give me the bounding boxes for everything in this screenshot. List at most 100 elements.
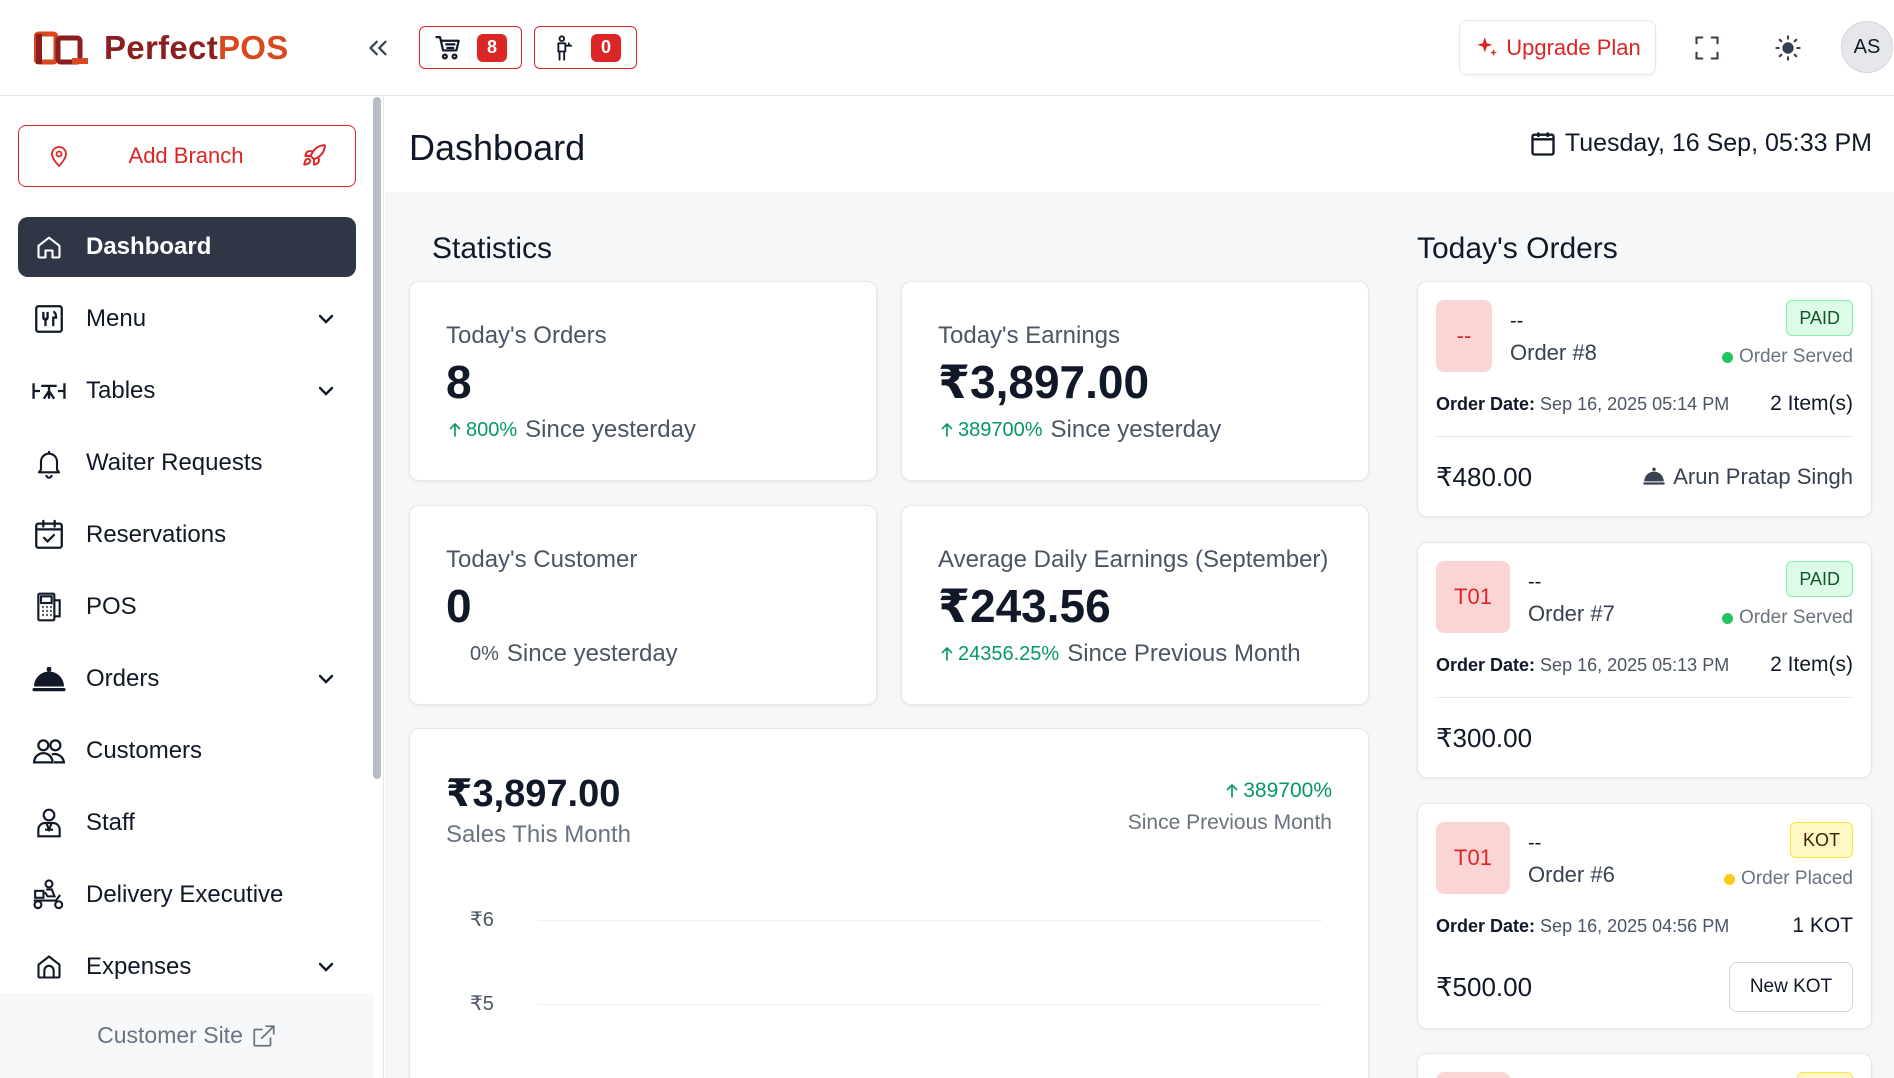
statistics-title: Statistics (432, 232, 553, 265)
stat-card-todays-orders: Today's Orders 8 800% Since yesterday (409, 281, 877, 481)
collapse-sidebar-button[interactable] (360, 30, 396, 66)
waiter-count-badge: 0 (591, 33, 621, 62)
sidebar-item-label: Waiter Requests (86, 449, 263, 476)
stat-card-todays-customer: Today's Customer 0 0% Since yesterday (409, 505, 877, 705)
payment-status-badge: PAID (1786, 300, 1853, 336)
sidebar-item-tables[interactable]: Tables (18, 361, 356, 421)
add-branch-button[interactable]: Add Branch (18, 125, 356, 187)
sidebar-item-expenses[interactable]: Expenses (18, 937, 356, 997)
order-status: Order Placed (1724, 868, 1853, 890)
home-icon (30, 228, 68, 266)
external-link-icon (253, 1024, 275, 1047)
stat-card-average-daily-earnings: Average Daily Earnings (September) ₹243.… (901, 505, 1369, 705)
arrow-up-icon (1226, 783, 1238, 798)
users-icon (30, 732, 68, 770)
stat-delta-percent: 800% (446, 419, 517, 442)
order-waiter: Arun Pratap Singh (1641, 464, 1853, 490)
calendar-icon (1531, 131, 1555, 156)
sidebar-item-delivery-executive[interactable]: Delivery Executive (18, 865, 356, 925)
app-logo[interactable]: PerfectPOS (34, 28, 289, 68)
order-items-count: 1 KOT (1792, 914, 1853, 937)
sidebar: Add Branch Dashboard Menu Tables Waiter … (0, 97, 384, 1078)
chart-grid-line (538, 1004, 1322, 1005)
cart-orders-button[interactable]: 8 (419, 26, 522, 69)
chevrons-left-icon (369, 40, 387, 56)
perfectpos-logo-icon (34, 31, 88, 65)
stat-label: Today's Orders (446, 322, 607, 349)
waiter-icon (557, 34, 573, 61)
order-table-chip: T01 (1436, 561, 1510, 633)
stat-label: Today's Customer (446, 546, 638, 573)
sales-this-month-card: ₹3,897.00 Sales This Month 389700% Since… (409, 728, 1369, 1078)
user-avatar[interactable]: AS (1841, 21, 1893, 73)
divider (1436, 697, 1853, 698)
sales-subtitle: Sales This Month (446, 821, 631, 848)
sidebar-item-reservations[interactable]: Reservations (18, 505, 356, 565)
stat-delta-since: Since yesterday (525, 416, 696, 444)
order-items-count: 2 Item(s) (1770, 392, 1853, 415)
cloche-icon (30, 660, 68, 698)
app-name: PerfectPOS (104, 29, 289, 66)
cart-count-badge: 8 (477, 33, 507, 62)
current-datetime: Tuesday, 16 Sep, 05:33 PM (1529, 129, 1872, 158)
calendar-check-icon (30, 516, 68, 554)
sales-delta-percent: 389700% (1223, 779, 1332, 803)
order-total: ₹480.00 (1436, 462, 1533, 492)
order-customer: -- (1528, 571, 1542, 593)
sales-value: ₹3,897.00 (446, 773, 621, 815)
chart-y-tick: ₹6 (470, 909, 494, 931)
fullscreen-button[interactable] (1689, 30, 1725, 66)
stat-delta: 800% Since yesterday (446, 416, 840, 444)
payment-status-badge: PAID (1786, 561, 1853, 597)
upgrade-plan-button[interactable]: Upgrade Plan (1459, 20, 1656, 75)
waiter-calls-button[interactable]: 0 (534, 26, 637, 69)
theme-toggle-button[interactable] (1770, 30, 1806, 66)
sidebar-item-waiter-requests[interactable]: Waiter Requests (18, 433, 356, 493)
customer-site-label: Customer Site (97, 1022, 243, 1048)
sidebar-item-label: Menu (86, 305, 147, 332)
order-card[interactable]: -- -- Order #8 PAID Order Served Order D… (1417, 281, 1872, 517)
sidebar-item-label: Customers (86, 737, 203, 764)
sun-icon (1775, 35, 1801, 61)
sidebar-item-label: Reservations (86, 521, 227, 548)
staff-icon (30, 804, 68, 842)
stat-value: ₹3,897.00 (938, 356, 1150, 408)
sidebar-item-menu[interactable]: Menu (18, 289, 356, 349)
new-kot-button[interactable]: New KOT (1729, 962, 1853, 1012)
sidebar-item-pos[interactable]: POS (18, 577, 356, 637)
stat-delta: 389700% Since yesterday (938, 416, 1332, 444)
chevron-down-icon (318, 674, 334, 684)
chart-y-tick: ₹5 (470, 993, 494, 1015)
order-card[interactable]: T01 -- Order #6 KOT Order Placed Order D… (1417, 803, 1872, 1029)
stat-delta-percent: 0% (470, 642, 499, 665)
customer-site-link[interactable]: Customer Site (0, 993, 374, 1078)
sidebar-item-dashboard[interactable]: Dashboard (18, 217, 356, 277)
order-status: Order Served (1721, 607, 1853, 629)
order-card[interactable]: T01 -- Order #7 PAID Order Served Order … (1417, 542, 1872, 778)
sales-delta-subtitle: Since Previous Month (1127, 811, 1332, 834)
order-total: ₹500.00 (1436, 972, 1533, 1002)
order-total: ₹300.00 (1436, 723, 1533, 753)
sidebar-item-label: Tables (86, 377, 156, 404)
upgrade-plan-label: Upgrade Plan (1506, 34, 1641, 60)
sidebar-item-staff[interactable]: Staff (18, 793, 356, 853)
order-card[interactable] (1417, 1053, 1872, 1078)
sidebar-item-customers[interactable]: Customers (18, 721, 356, 781)
sidebar-item-label: Staff (86, 809, 135, 836)
status-dot (1724, 873, 1736, 885)
sidebar-item-orders[interactable]: Orders (18, 649, 356, 709)
chevron-down-icon (318, 962, 334, 972)
menu-book-icon (30, 300, 68, 338)
sidebar-scrollbar[interactable] (373, 97, 381, 779)
wallet-icon (30, 948, 68, 986)
chevron-down-icon (318, 314, 334, 324)
order-table-chip (1436, 1072, 1510, 1078)
order-date: Order Date: Sep 16, 2025 04:56 PM (1436, 916, 1730, 936)
fullscreen-icon (1695, 36, 1719, 60)
payment-status-badge (1797, 1072, 1853, 1078)
arrow-up-icon (941, 423, 953, 438)
stat-delta-percent: 389700% (938, 419, 1043, 442)
order-number: Order #7 (1528, 601, 1615, 626)
stat-delta: 0% Since yesterday (446, 640, 840, 668)
datetime-text: Tuesday, 16 Sep, 05:33 PM (1564, 129, 1872, 157)
